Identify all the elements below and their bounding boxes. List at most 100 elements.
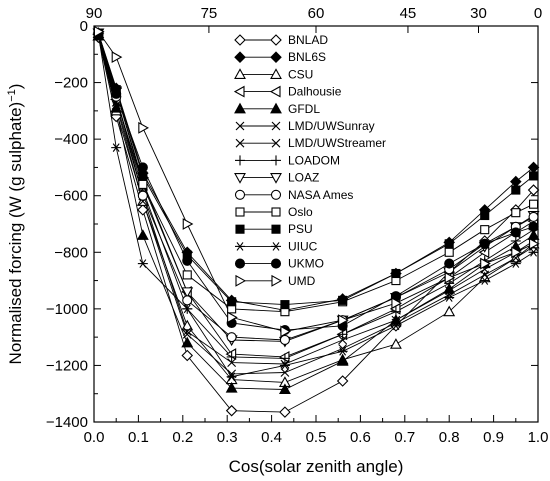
legend-marker (270, 51, 282, 63)
data-point-psu (529, 171, 539, 181)
data-point-psu (391, 268, 401, 279)
data-point-oslo (529, 199, 539, 209)
legend-marker (234, 102, 246, 114)
data-point-gfdl (136, 229, 149, 240)
legend-label: GFDL (288, 102, 320, 116)
legend-marker (270, 189, 282, 200)
legend-marker (234, 258, 246, 269)
data-point-lmd-uwsunray (444, 286, 454, 295)
data-point-umd (182, 218, 194, 230)
series-line-uiuc (97, 34, 534, 378)
data-point-csu (389, 338, 402, 349)
data-point-lmd-uwsunray (182, 327, 192, 336)
x-tick-label: 0.8 (439, 429, 460, 446)
data-point-psu (338, 295, 348, 305)
data-point-uiuc (337, 346, 348, 356)
tick-labels: 0.0 0.1 0.2 0.3 0.4 0.5 0.6 0.7 0.8 0.9 1.0 0 −200 −4… (46, 5, 549, 446)
y-tick-label: −600 (54, 188, 88, 205)
legend-entry-bnl6s: BNL6S (234, 50, 326, 64)
legend-label: Oslo (288, 205, 313, 219)
data-point-umd (529, 237, 540, 250)
legend-label: LMD/UWStreamer (288, 136, 386, 150)
x-tick-label: 0.3 (217, 429, 238, 446)
legend-marker (270, 34, 282, 46)
legend-marker (270, 68, 282, 79)
data-point-loadom (337, 329, 348, 340)
data-point-bnl6s (527, 161, 540, 174)
legend-marker (233, 85, 245, 98)
y-tick-label: −1400 (46, 414, 88, 431)
data-point-nasa-ames (279, 334, 290, 346)
legend-label: BNLAD (288, 33, 328, 47)
legend-entry-csu: CSU (234, 67, 313, 81)
top-tick-label: 30 (470, 5, 487, 22)
series-line-gfdl (97, 35, 534, 390)
legend-marker (271, 207, 281, 217)
data-point-csu (181, 319, 194, 331)
data-point-uiuc (137, 259, 148, 268)
data-point-oslo (138, 179, 148, 189)
y-axis-title: Normalised forcing (W (g sulphate)−1) (6, 84, 25, 365)
data-point-ukmo (444, 258, 455, 269)
series-line-psu (97, 32, 534, 306)
legend-marker (271, 138, 281, 148)
data-point-psu (444, 239, 454, 249)
y-tick-label: −400 (54, 131, 88, 148)
data-point-oslo (444, 247, 454, 257)
x-tick-label: 0.9 (483, 429, 504, 446)
legend-entry-ukmo: UKMO (234, 257, 324, 271)
data-point-ukmo (528, 221, 539, 232)
data-point-bnlad (279, 406, 291, 418)
y-tick-label: −200 (54, 75, 88, 92)
y-tick-label: 0 (80, 18, 88, 35)
x-tick-label: 1.0 (528, 429, 549, 446)
legend-label: NASA Ames (288, 188, 353, 202)
axis-ticks (93, 25, 539, 423)
data-point-lmd-uwsunray (227, 358, 237, 367)
legend-entry-uiuc: UIUC (235, 239, 318, 253)
legend-marker (234, 189, 246, 200)
data-point-lmd-uwstreamer (280, 368, 290, 377)
x-tick-label: 0.0 (84, 429, 105, 446)
data-point-umd (280, 325, 292, 338)
legend-marker (234, 51, 246, 63)
y-axis-title-close: ) (6, 84, 25, 90)
legend-marker (271, 242, 281, 251)
legend-marker (269, 85, 281, 98)
legend: BNLAD BNL6S CSU Dalhousie GFDL LMD/UWSunray LM… (233, 33, 386, 288)
top-tick-label: 0 (534, 5, 542, 22)
data-point-oslo (480, 225, 490, 235)
data-point-bnlad (137, 204, 149, 216)
data-point-ukmo (137, 162, 148, 173)
data-point-uiuc (510, 259, 521, 268)
x-tick-label: 0.1 (128, 429, 149, 446)
legend-marker (270, 173, 282, 184)
legend-marker (235, 224, 245, 234)
legend-marker (271, 274, 283, 287)
data-point-bnlad (527, 184, 540, 196)
legend-entry-loadom: LOADOM (235, 153, 340, 167)
legend-marker (234, 173, 246, 184)
data-point-nasa-ames (137, 190, 148, 201)
x-tick-label: 0.7 (394, 429, 415, 446)
data-point-uiuc (479, 276, 490, 285)
data-point-bnlad (336, 375, 349, 387)
data-point-uiuc (226, 372, 237, 382)
legend-marker (270, 102, 282, 114)
x-tick-label: 0.2 (172, 429, 193, 446)
data-point-gfdl (278, 383, 291, 395)
data-point-uiuc (182, 304, 193, 314)
legend-label: LOAZ (288, 171, 319, 185)
legend-entry-dalhousie: Dalhousie (233, 85, 342, 99)
data-point-nasa-ames (528, 211, 539, 222)
data-point-gfdl (181, 336, 194, 348)
top-tick-label: 90 (86, 5, 103, 22)
data-point-ukmo (111, 88, 122, 99)
data-point-loadom (510, 235, 521, 246)
legend-marker (235, 207, 245, 217)
legend-marker (235, 242, 245, 251)
x-tick-label: 0.5 (306, 429, 327, 446)
legend-entry-lmd-uwsunray: LMD/UWSunray (235, 119, 375, 133)
legend-label: LOADOM (288, 153, 340, 167)
